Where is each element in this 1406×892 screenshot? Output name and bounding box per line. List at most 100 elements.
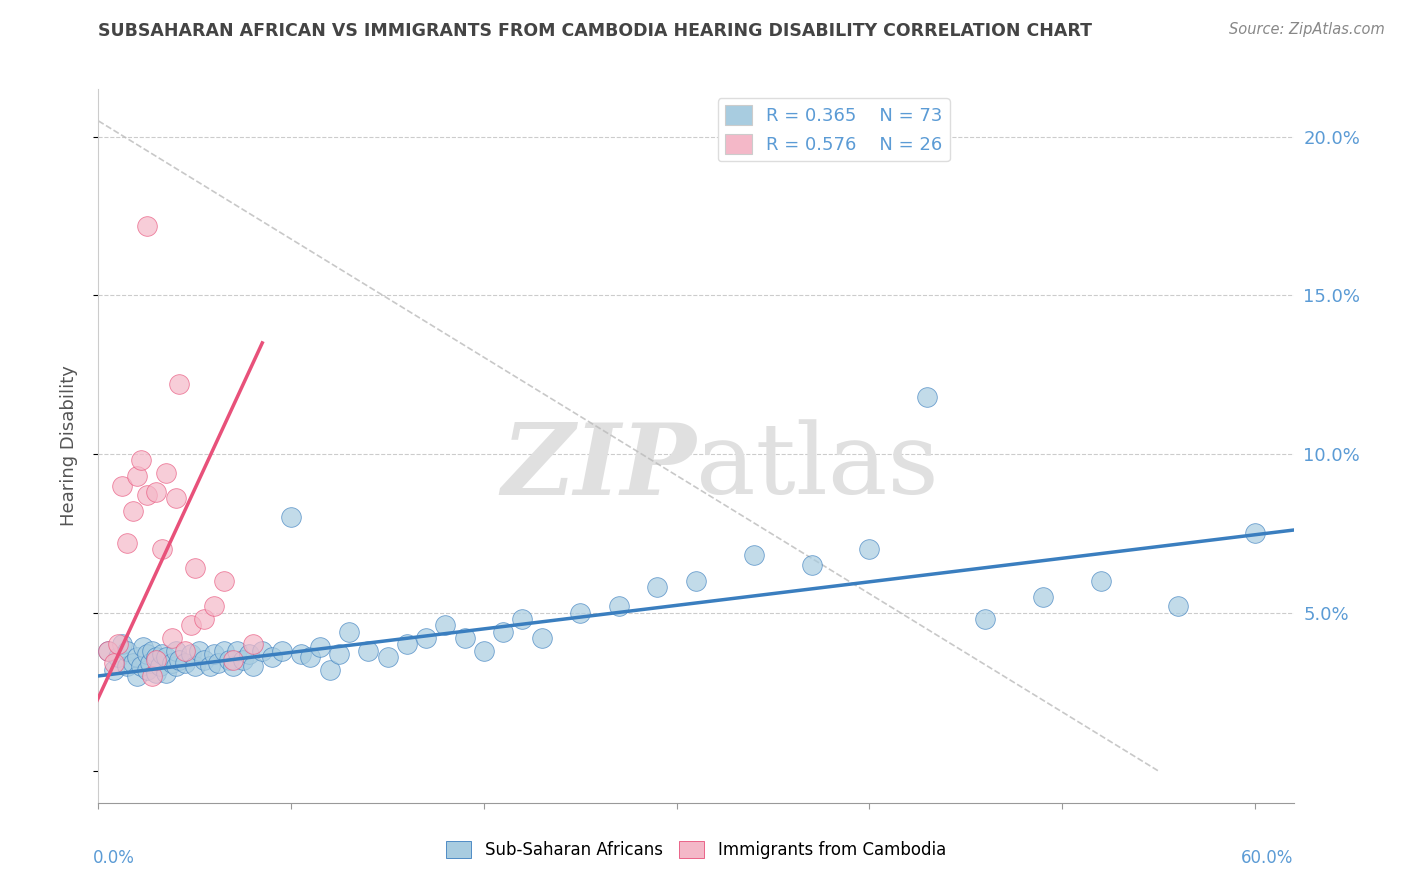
Point [917, 390, 939, 404]
Point [145, 653, 167, 667]
Point [160, 657, 183, 671]
Point [149, 659, 172, 673]
Point [202, 599, 225, 614]
Point [357, 643, 380, 657]
Point [212, 643, 235, 657]
Point [135, 647, 157, 661]
Text: atlas: atlas [696, 419, 939, 516]
Point [415, 631, 437, 645]
Point [122, 657, 145, 671]
Point [145, 665, 167, 680]
Point [232, 653, 254, 667]
Point [337, 624, 360, 639]
Point [165, 491, 187, 506]
Point [1244, 526, 1267, 541]
Point [395, 637, 418, 651]
Point [252, 643, 274, 657]
Point [530, 631, 553, 645]
Point [169, 377, 191, 392]
Point [202, 647, 225, 661]
Point [377, 649, 399, 664]
Point [193, 612, 215, 626]
Point [472, 643, 495, 657]
Point [174, 643, 197, 657]
Point [135, 219, 157, 233]
Point [218, 653, 240, 667]
Point [1032, 590, 1054, 604]
Point [97, 643, 120, 657]
Point [125, 669, 148, 683]
Point [141, 643, 163, 657]
Point [453, 631, 475, 645]
Point [184, 659, 207, 673]
Point [180, 647, 202, 661]
Point [155, 649, 177, 664]
Point [200, 659, 222, 673]
Point [122, 504, 145, 518]
Point [800, 558, 823, 572]
Point [242, 637, 264, 651]
Text: SUBSAHARAN AFRICAN VS IMMIGRANTS FROM CAMBODIA HEARING DISABILITY CORRELATION CH: SUBSAHARAN AFRICAN VS IMMIGRANTS FROM CA… [98, 22, 1092, 40]
Point [160, 631, 183, 645]
Point [169, 653, 191, 667]
Point [242, 659, 264, 673]
Point [280, 510, 302, 524]
Point [135, 663, 157, 677]
Point [319, 663, 342, 677]
Point [742, 549, 765, 563]
Point [129, 453, 152, 467]
Point [1090, 574, 1112, 588]
Point [492, 624, 515, 639]
Point [299, 649, 322, 664]
Point [974, 612, 997, 626]
Legend: R = 0.365    N = 73, R = 0.576    N = 26: R = 0.365 N = 73, R = 0.576 N = 26 [717, 98, 950, 161]
Point [607, 599, 630, 614]
Point [117, 643, 139, 657]
Point [125, 469, 148, 483]
Point [155, 466, 177, 480]
Point [184, 561, 207, 575]
Point [309, 640, 332, 655]
Point [117, 659, 139, 673]
Point [107, 637, 129, 651]
Point [107, 649, 129, 664]
Point [110, 478, 132, 492]
Point [207, 657, 229, 671]
Point [145, 485, 167, 500]
Point [222, 659, 245, 673]
Y-axis label: Hearing Disability: Hearing Disability [59, 366, 77, 526]
Point [110, 637, 132, 651]
Point [165, 659, 187, 673]
Point [685, 574, 707, 588]
Point [145, 649, 167, 664]
Point [180, 618, 202, 632]
Point [512, 612, 534, 626]
Point [141, 669, 163, 683]
Point [260, 649, 283, 664]
Text: 0.0%: 0.0% [93, 849, 135, 867]
Point [132, 640, 155, 655]
Point [150, 542, 173, 557]
Point [165, 643, 187, 657]
Point [135, 488, 157, 502]
Point [270, 643, 292, 657]
Point [103, 657, 125, 671]
Point [858, 542, 880, 557]
Point [150, 647, 173, 661]
Text: 60.0%: 60.0% [1241, 849, 1294, 867]
Point [193, 653, 215, 667]
Point [569, 606, 592, 620]
Point [174, 657, 197, 671]
Point [226, 643, 249, 657]
Point [212, 574, 235, 588]
Point [97, 643, 120, 657]
Point [1167, 599, 1189, 614]
Point [103, 663, 125, 677]
Point [238, 647, 260, 661]
Point [117, 535, 139, 549]
Point [647, 580, 669, 594]
Point [187, 643, 209, 657]
Point [222, 653, 245, 667]
Text: Source: ZipAtlas.com: Source: ZipAtlas.com [1229, 22, 1385, 37]
Point [328, 647, 350, 661]
